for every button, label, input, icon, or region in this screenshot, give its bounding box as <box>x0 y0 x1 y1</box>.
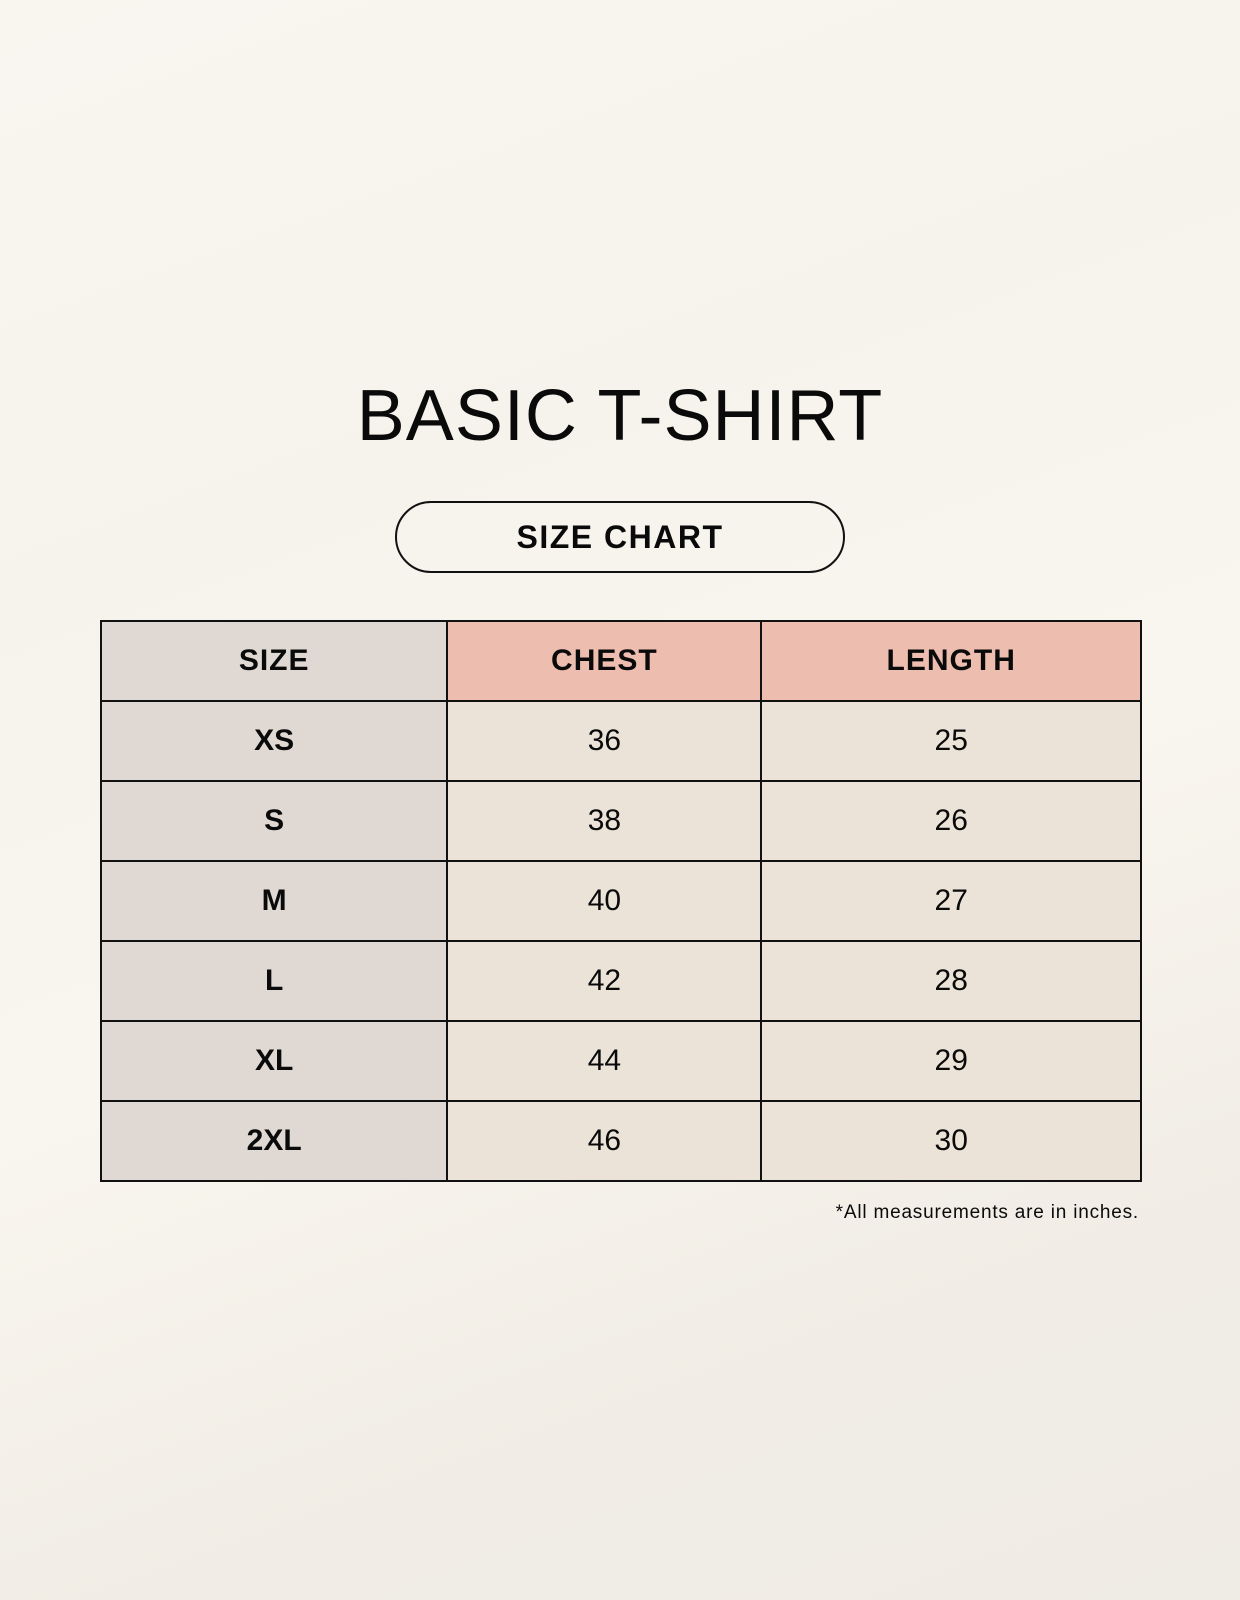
header-size: SIZE <box>99 620 449 702</box>
size-table: SIZE CHEST LENGTH XS 36 25 S 38 26 M 40 27 L 42 28 X… <box>99 620 1142 1182</box>
cell-chest: 42 <box>446 940 763 1022</box>
cell-size: M <box>99 860 449 942</box>
cell-chest: 36 <box>446 700 763 782</box>
table-row: M 40 27 <box>99 860 1142 942</box>
table-header-row: SIZE CHEST LENGTH <box>99 620 1142 702</box>
cell-length: 29 <box>760 1020 1142 1102</box>
cell-length: 25 <box>760 700 1142 782</box>
header-length: LENGTH <box>760 620 1142 702</box>
cell-size: XL <box>99 1020 449 1102</box>
cell-length: 26 <box>760 780 1142 862</box>
cell-chest: 38 <box>446 780 763 862</box>
cell-length: 27 <box>760 860 1142 942</box>
cell-size: L <box>99 940 449 1022</box>
page-title: BASIC T-SHIRT <box>356 376 884 456</box>
cell-chest: 46 <box>446 1100 763 1182</box>
cell-length: 28 <box>760 940 1142 1022</box>
size-chart-label: SIZE CHART <box>395 501 845 573</box>
cell-size: 2XL <box>99 1100 449 1182</box>
table-row: 2XL 46 30 <box>99 1100 1142 1182</box>
cell-size: XS <box>99 700 449 782</box>
cell-chest: 44 <box>446 1020 763 1102</box>
header-chest: CHEST <box>446 620 763 702</box>
cell-chest: 40 <box>446 860 763 942</box>
cell-length: 30 <box>760 1100 1142 1182</box>
table-row: L 42 28 <box>99 940 1142 1022</box>
table-row: XL 44 29 <box>99 1020 1142 1102</box>
cell-size: S <box>99 780 449 862</box>
table-row: S 38 26 <box>99 780 1142 862</box>
footnote: *All measurements are in inches. <box>835 1202 1139 1223</box>
table-row: XS 36 25 <box>99 700 1142 782</box>
